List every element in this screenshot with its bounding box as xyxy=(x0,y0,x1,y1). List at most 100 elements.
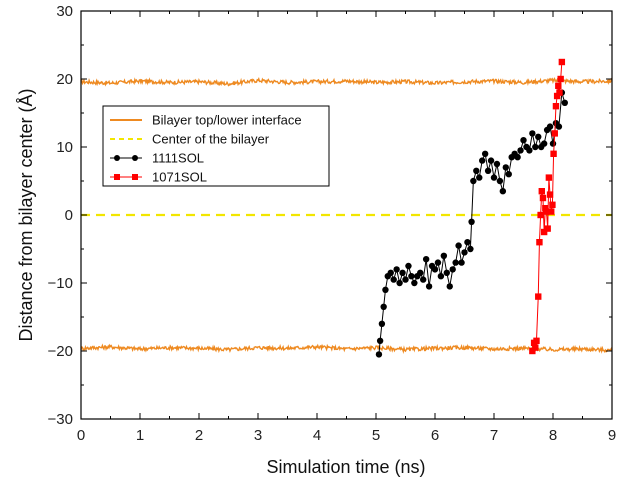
legend-item: Bilayer top/lower interface xyxy=(110,113,302,128)
data-point xyxy=(468,218,475,225)
data-point xyxy=(455,242,462,249)
legend-marker xyxy=(132,174,138,180)
data-point xyxy=(520,137,527,144)
data-point xyxy=(561,99,568,107)
data-point xyxy=(422,256,430,263)
data-point xyxy=(411,279,418,287)
legend-label: 1111SOL xyxy=(152,151,204,166)
data-point xyxy=(440,252,448,259)
data-point xyxy=(378,320,386,327)
data-point xyxy=(551,130,558,137)
x-tick-label: 6 xyxy=(431,427,439,444)
series-1071sol xyxy=(529,58,566,355)
y-axis-title: Distance from bilayer center (Å) xyxy=(16,88,36,341)
data-point xyxy=(376,337,384,344)
data-point xyxy=(481,150,489,157)
data-point xyxy=(544,225,551,232)
data-point xyxy=(549,140,557,147)
x-tick-label: 3 xyxy=(254,427,262,444)
legend-item: Center of the bilayer xyxy=(110,132,270,147)
data-point xyxy=(499,188,507,195)
legend-label: Bilayer top/lower interface xyxy=(152,113,302,128)
data-point xyxy=(517,147,524,154)
legend: Bilayer top/lower interface Center of the… xyxy=(102,105,330,187)
data-point xyxy=(540,228,548,236)
x-tick-label: 0 xyxy=(77,427,85,444)
data-point xyxy=(390,276,397,283)
data-point xyxy=(557,75,564,83)
data-point xyxy=(535,133,542,140)
data-point xyxy=(532,143,539,151)
data-point xyxy=(535,293,542,300)
data-point xyxy=(484,167,492,174)
data-point xyxy=(431,266,439,273)
data-point xyxy=(493,160,501,168)
data-point xyxy=(473,167,480,174)
data-point xyxy=(467,245,474,253)
data-point xyxy=(545,174,553,181)
data-point xyxy=(452,259,459,266)
series-bilayer-top-lower-interface xyxy=(80,77,613,87)
data-point xyxy=(502,164,509,171)
legend-item: 1111SOL xyxy=(110,151,204,166)
data-point xyxy=(405,262,412,270)
data-point xyxy=(514,154,521,161)
data-point xyxy=(461,249,468,256)
data-point xyxy=(464,239,471,246)
legend-marker xyxy=(132,155,138,161)
data-point xyxy=(476,174,483,181)
x-axis-title: Simulation time (ns) xyxy=(266,457,425,477)
data-point xyxy=(548,208,555,215)
legend-label: Center of the bilayer xyxy=(152,132,270,147)
data-point xyxy=(408,273,415,280)
data-point xyxy=(396,279,403,287)
legend-marker xyxy=(114,174,120,180)
data-point xyxy=(387,269,394,276)
data-point xyxy=(526,147,533,154)
data-point xyxy=(380,303,387,310)
data-point xyxy=(538,188,545,195)
data-point xyxy=(543,208,550,215)
x-tick-label: 5 xyxy=(372,427,380,444)
y-tick-label: 20 xyxy=(56,71,73,88)
data-point xyxy=(542,205,549,212)
y-tick-label: −20 xyxy=(48,343,73,360)
data-point xyxy=(539,194,547,202)
data-point xyxy=(417,269,424,276)
data-point xyxy=(553,92,561,100)
series-line xyxy=(80,343,613,354)
legend-marker xyxy=(114,155,120,161)
data-point xyxy=(549,201,556,208)
data-point xyxy=(555,123,563,130)
data-point xyxy=(449,266,456,273)
legend-item: 1071SOL xyxy=(110,170,207,185)
y-tick-label: 10 xyxy=(56,139,73,156)
y-tick-label: 30 xyxy=(56,3,73,20)
data-point xyxy=(425,283,433,290)
data-point xyxy=(490,174,498,181)
data-point xyxy=(555,82,562,89)
data-point xyxy=(443,269,450,276)
x-tick-label: 4 xyxy=(313,427,321,444)
y-axis: −30 −20 −10 0 10 20 30 xyxy=(48,3,612,428)
data-point xyxy=(420,276,427,283)
data-point xyxy=(399,269,406,276)
data-point xyxy=(393,266,400,273)
data-point xyxy=(487,157,495,164)
data-point xyxy=(505,171,512,178)
x-tick-label: 1 xyxy=(136,427,144,444)
data-point xyxy=(529,347,536,355)
data-point xyxy=(529,130,536,137)
data-point xyxy=(402,276,409,283)
data-point xyxy=(536,239,543,246)
data-point xyxy=(470,177,477,185)
x-tick-label: 2 xyxy=(195,427,203,444)
data-point xyxy=(375,351,383,358)
x-tick-label: 9 xyxy=(608,427,616,444)
series-line xyxy=(80,77,613,87)
data-point xyxy=(479,157,486,164)
data-point xyxy=(532,344,539,351)
y-tick-label: 0 xyxy=(65,207,73,224)
